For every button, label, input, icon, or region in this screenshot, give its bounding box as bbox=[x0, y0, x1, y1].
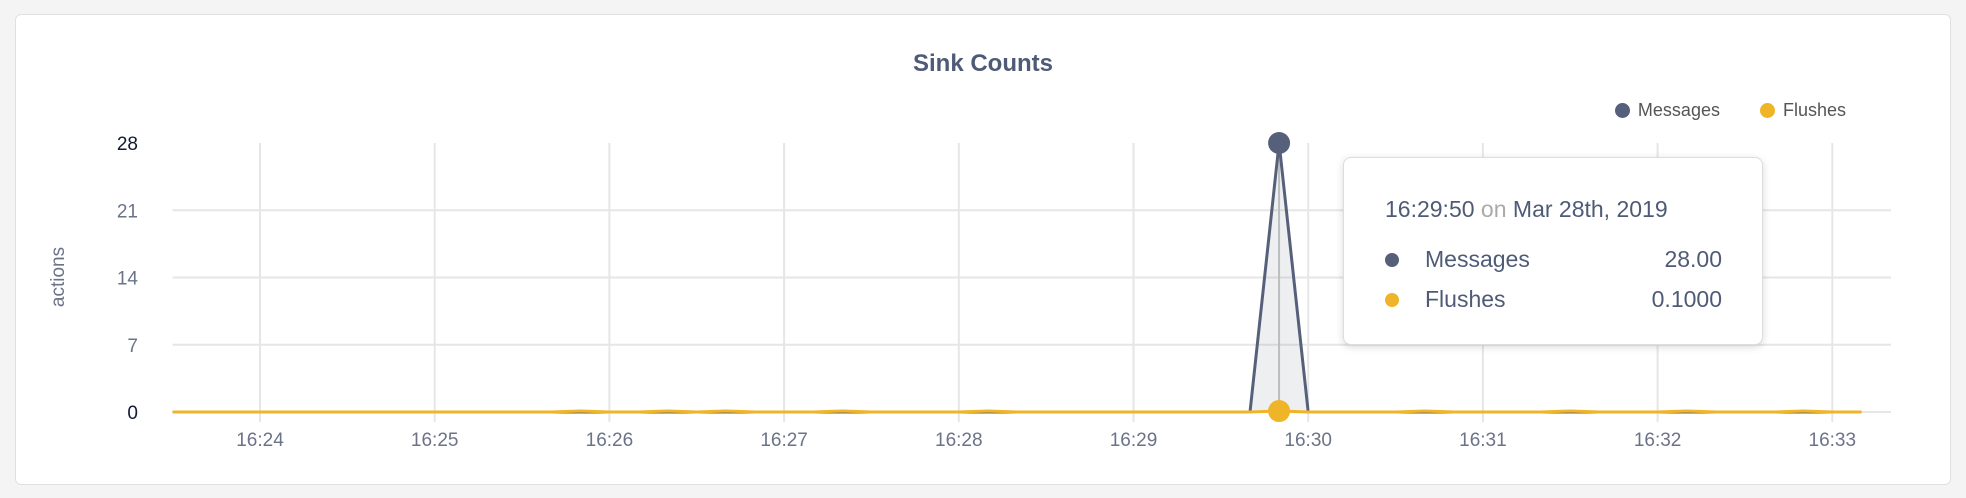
legend-item-messages[interactable]: Messages bbox=[1614, 100, 1720, 121]
x-tick-label: 16:24 bbox=[236, 430, 284, 451]
x-tick-label: 16:27 bbox=[760, 430, 808, 451]
hover-point-messages bbox=[1268, 132, 1291, 154]
series-line-flushes bbox=[172, 409, 1862, 414]
tooltip-label: Flushes bbox=[1425, 286, 1506, 312]
x-tick-label: 16:31 bbox=[1459, 430, 1507, 451]
tooltip-header: 16:29:50 on Mar 28th, 2019 bbox=[1385, 196, 1668, 223]
x-tick-label: 16:30 bbox=[1284, 430, 1332, 451]
x-tick-label: 16:25 bbox=[411, 430, 459, 451]
tooltip: 16:29:50 on Mar 28th, 2019 Messages 28.0… bbox=[1343, 157, 1763, 345]
y-tick-label: 28 bbox=[117, 134, 138, 155]
chart-title: Sink Counts bbox=[912, 50, 1053, 77]
hover-point-flushes bbox=[1268, 400, 1291, 423]
legend-label: Flushes bbox=[1782, 100, 1846, 120]
legend-label: Messages bbox=[1637, 100, 1720, 120]
y-tick-label: 21 bbox=[117, 201, 138, 222]
x-tick-label: 16:29 bbox=[1110, 430, 1158, 451]
messages-dot-icon bbox=[1385, 252, 1399, 267]
tooltip-row-messages: Messages 28.00 bbox=[1385, 246, 1722, 273]
x-tick-label: 16:26 bbox=[586, 430, 634, 451]
x-tick-label: 16:32 bbox=[1634, 430, 1682, 451]
y-tick-label: 14 bbox=[117, 269, 139, 290]
flushes-dot-icon bbox=[1759, 103, 1775, 118]
legend-item-flushes[interactable]: Flushes bbox=[1759, 100, 1846, 121]
y-axis-label: actions bbox=[48, 247, 69, 307]
y-tick-label: 0 bbox=[127, 403, 138, 424]
tooltip-value: 0.1000 bbox=[1651, 286, 1722, 312]
flushes-dot-icon bbox=[1385, 292, 1399, 307]
tooltip-label: Messages bbox=[1425, 246, 1530, 272]
tooltip-date: Mar 28th, 2019 bbox=[1512, 196, 1668, 222]
tooltip-row-flushes: Flushes 0.1000 bbox=[1385, 286, 1722, 313]
tooltip-on: on bbox=[1480, 196, 1507, 222]
x-tick-label: 16:33 bbox=[1809, 430, 1857, 451]
tooltip-time: 16:29:50 bbox=[1385, 196, 1475, 222]
y-tick-label: 7 bbox=[127, 336, 138, 357]
tooltip-value: 28.00 bbox=[1664, 246, 1722, 272]
x-tick-label: 16:28 bbox=[935, 430, 983, 451]
legend: Messages Flushes bbox=[1614, 100, 1846, 121]
messages-dot-icon bbox=[1614, 103, 1630, 118]
